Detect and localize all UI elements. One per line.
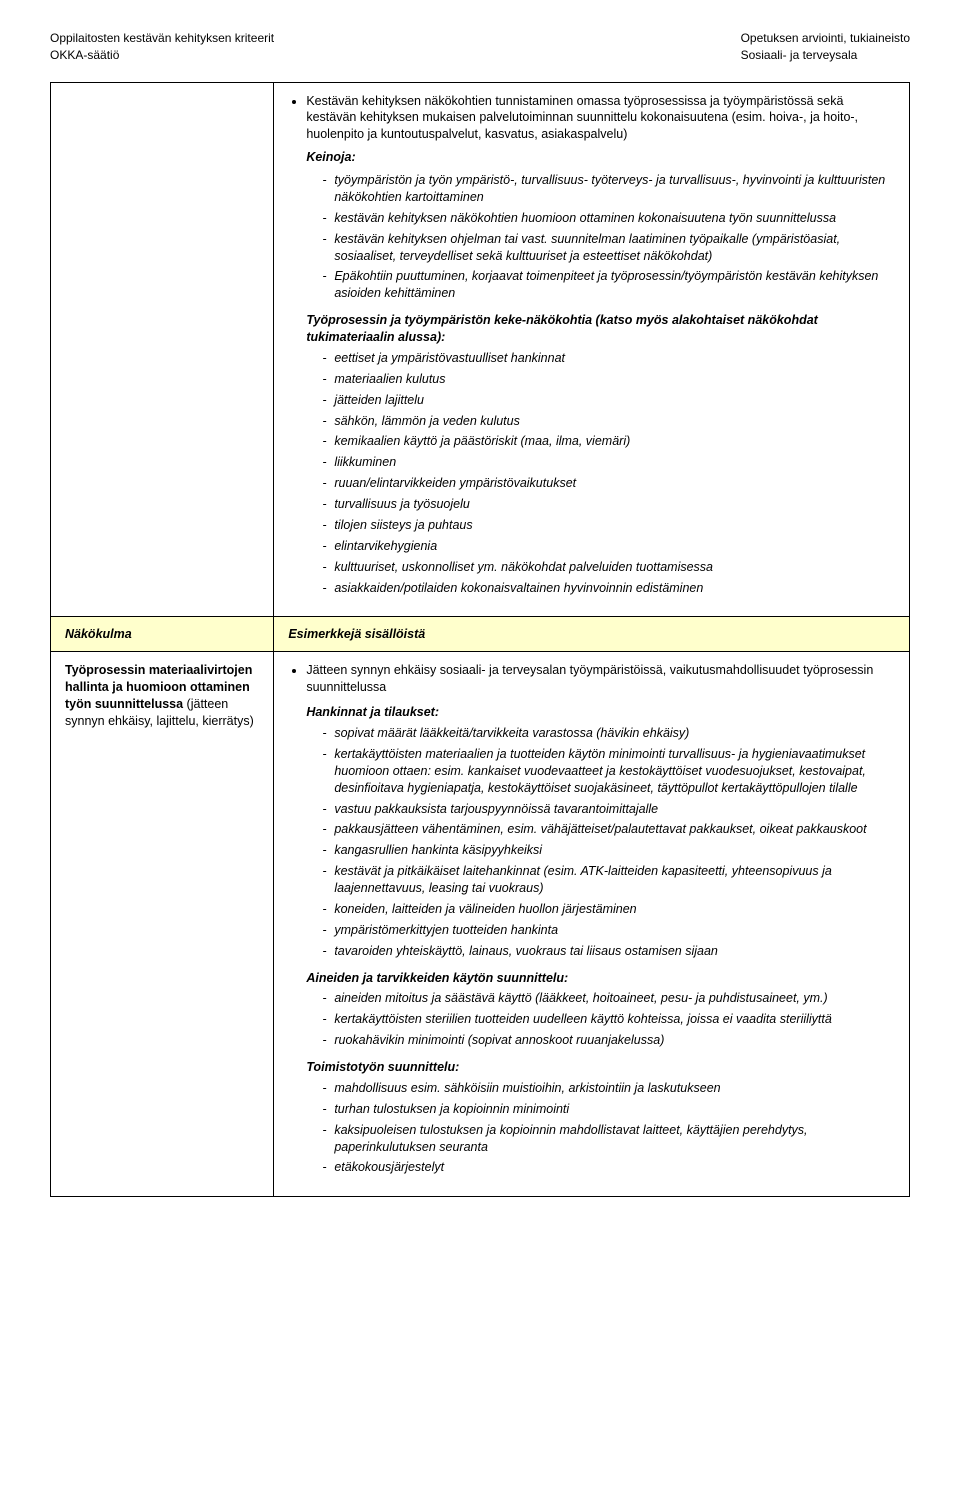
aineiden-list: aineiden mitoitus ja säästävä käyttö (lä…	[306, 990, 895, 1049]
keke-item: materiaalien kulutus	[322, 371, 895, 388]
hankinnat-item: pakkausjätteen vähentäminen, esim. vähäj…	[322, 821, 895, 838]
hankinnat-item: kestävät ja pitkäikäiset laitehankinnat …	[322, 863, 895, 897]
keke-item: ruuan/elintarvikkeiden ympäristövaikutuk…	[322, 475, 895, 492]
toimisto-label: Toimistotyön suunnittelu:	[306, 1059, 895, 1076]
aineiden-item: aineiden mitoitus ja säästävä käyttö (lä…	[322, 990, 895, 1007]
keke-item: asiakkaiden/potilaiden kokonaisvaltainen…	[322, 580, 895, 597]
top-bullet-text: Kestävän kehityksen näkökohtien tunnista…	[306, 94, 858, 142]
keinoja-item: työympäristön ja työn ympäristö-, turval…	[322, 172, 895, 206]
content-table: Kestävän kehityksen näkökohtien tunnista…	[50, 82, 910, 1198]
keinoja-item: kestävän kehityksen ohjelman tai vast. s…	[322, 231, 895, 265]
perspective-right: Esimerkkejä sisällöistä	[274, 617, 910, 652]
top-bullet-list: Kestävän kehityksen näkökohtien tunnista…	[288, 93, 895, 597]
bottom-bullet-text: Jätteen synnyn ehkäisy sosiaali- ja terv…	[306, 663, 873, 694]
bottom-bullet-list: Jätteen synnyn ehkäisy sosiaali- ja terv…	[288, 662, 895, 1176]
header-right: Opetuksen arviointi, tukiaineisto Sosiaa…	[741, 30, 910, 64]
perspective-left-text: Näkökulma	[65, 627, 132, 641]
hankinnat-label: Hankinnat ja tilaukset:	[306, 704, 895, 721]
row-bottom-right: Jätteen synnyn ehkäisy sosiaali- ja terv…	[274, 652, 910, 1197]
toimisto-item: etäkokousjärjestelyt	[322, 1159, 895, 1176]
row-bottom: Työprosessin materiaalivirtojen hallinta…	[51, 652, 910, 1197]
bottom-bullet-item: Jätteen synnyn ehkäisy sosiaali- ja terv…	[306, 662, 895, 1176]
toimisto-item: kaksipuoleisen tulostuksen ja kopioinnin…	[322, 1122, 895, 1156]
toimisto-list: mahdollisuus esim. sähköisiin muistioihi…	[306, 1080, 895, 1176]
header-left: Oppilaitosten kestävän kehityksen kritee…	[50, 30, 274, 64]
hankinnat-item: tavaroiden yhteiskäyttö, lainaus, vuokra…	[322, 943, 895, 960]
keke-item: liikkuminen	[322, 454, 895, 471]
page: Oppilaitosten kestävän kehityksen kritee…	[0, 0, 960, 1227]
aineiden-item: ruokahävikin minimointi (sopivat annosko…	[322, 1032, 895, 1049]
keke-list: eettiset ja ympäristövastuulliset hankin…	[306, 350, 895, 597]
aineiden-label: Aineiden ja tarvikkeiden käytön suunnitt…	[306, 970, 895, 987]
row-top-left	[51, 82, 274, 617]
row-top: Kestävän kehityksen näkökohtien tunnista…	[51, 82, 910, 617]
keinoja-item: kestävän kehityksen näkökohtien huomioon…	[322, 210, 895, 227]
top-bullet-item: Kestävän kehityksen näkökohtien tunnista…	[306, 93, 895, 597]
page-header: Oppilaitosten kestävän kehityksen kritee…	[50, 30, 910, 64]
keke-item: turvallisuus ja työsuojelu	[322, 496, 895, 513]
keke-item: eettiset ja ympäristövastuulliset hankin…	[322, 350, 895, 367]
row-top-right: Kestävän kehityksen näkökohtien tunnista…	[274, 82, 910, 617]
keke-item: kemikaalien käyttö ja päästöriskit (maa,…	[322, 433, 895, 450]
toimisto-item: mahdollisuus esim. sähköisiin muistioihi…	[322, 1080, 895, 1097]
keinoja-item: Epäkohtiin puuttuminen, korjaavat toimen…	[322, 268, 895, 302]
header-left-line1: Oppilaitosten kestävän kehityksen kritee…	[50, 30, 274, 47]
header-left-line2: OKKA-säätiö	[50, 47, 274, 64]
header-right-line1: Opetuksen arviointi, tukiaineisto	[741, 30, 910, 47]
keke-item: kulttuuriset, uskonnolliset ym. näkökohd…	[322, 559, 895, 576]
perspective-left: Näkökulma	[51, 617, 274, 652]
hankinnat-item: ympäristömerkittyjen tuotteiden hankinta	[322, 922, 895, 939]
keinoja-label: Keinoja:	[306, 149, 895, 166]
hankinnat-item: sopivat määrät lääkkeitä/tarvikkeita var…	[322, 725, 895, 742]
keke-item: sähkön, lämmön ja veden kulutus	[322, 413, 895, 430]
hankinnat-item: vastuu pakkauksista tarjouspyynnöissä ta…	[322, 801, 895, 818]
header-right-line2: Sosiaali- ja terveysala	[741, 47, 910, 64]
row-perspective: Näkökulma Esimerkkejä sisällöistä	[51, 617, 910, 652]
keke-heading: Työprosessin ja työympäristön keke-näkök…	[306, 312, 895, 346]
bottom-left-text: Työprosessin materiaalivirtojen hallinta…	[65, 662, 259, 730]
hankinnat-list: sopivat määrät lääkkeitä/tarvikkeita var…	[306, 725, 895, 960]
row-bottom-left: Työprosessin materiaalivirtojen hallinta…	[51, 652, 274, 1197]
keke-item: tilojen siisteys ja puhtaus	[322, 517, 895, 534]
keinoja-list: työympäristön ja työn ympäristö-, turval…	[306, 172, 895, 302]
aineiden-item: kertakäyttöisten steriilien tuotteiden u…	[322, 1011, 895, 1028]
perspective-right-text: Esimerkkejä sisällöistä	[288, 627, 425, 641]
keke-item: elintarvikehygienia	[322, 538, 895, 555]
hankinnat-item: koneiden, laitteiden ja välineiden huoll…	[322, 901, 895, 918]
hankinnat-item: kertakäyttöisten materiaalien ja tuottei…	[322, 746, 895, 797]
toimisto-item: turhan tulostuksen ja kopioinnin minimoi…	[322, 1101, 895, 1118]
hankinnat-item: kangasrullien hankinta käsipyyhkeiksi	[322, 842, 895, 859]
keke-item: jätteiden lajittelu	[322, 392, 895, 409]
